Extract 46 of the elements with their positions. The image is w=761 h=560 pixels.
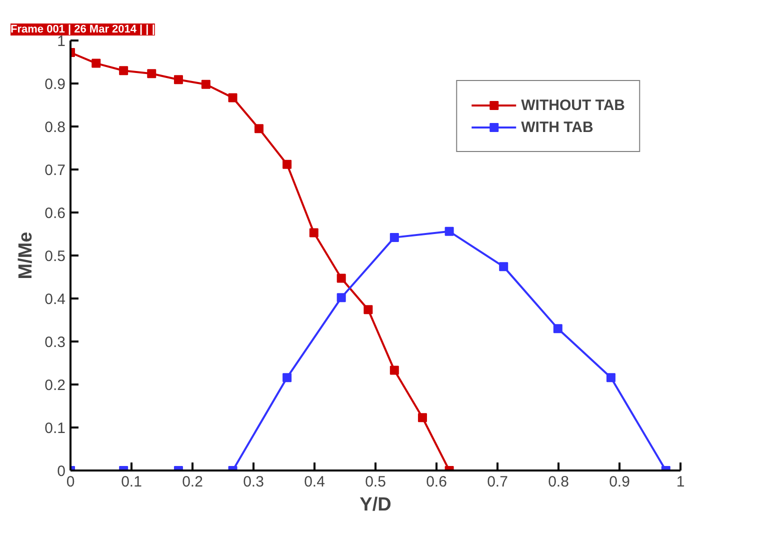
x-tick-label: 0.6 <box>426 474 447 490</box>
point <box>254 124 264 134</box>
y-tick-label: 0.8 <box>44 119 66 136</box>
x-tick-label: 0.7 <box>487 474 508 490</box>
chart-subtitle: Frame 001 | 26 Mar 2014 | | | <box>10 24 155 36</box>
point <box>553 324 562 334</box>
point <box>499 262 508 272</box>
y-tick-label: 0.2 <box>44 377 66 394</box>
y-tick-label: 0.4 <box>44 291 66 308</box>
y-tick-label: 0.6 <box>44 205 66 222</box>
y-tick-label: 0.3 <box>44 334 66 351</box>
point <box>336 293 346 302</box>
x-tick-label: 0.8 <box>548 474 569 490</box>
y-tick-label: 0.7 <box>44 162 66 179</box>
y-tick-label: 0.1 <box>44 420 66 437</box>
y-tick-label: 1 <box>57 33 66 50</box>
x-tick-label: 0.4 <box>304 474 325 490</box>
y-tick-label: 0.9 <box>44 76 66 93</box>
point <box>119 66 128 76</box>
x-tick-label: 0.1 <box>121 474 142 490</box>
y-axis-title: M/Me <box>16 232 37 280</box>
x-tick-label: 0.5 <box>365 474 386 490</box>
x-tick-label: 0.9 <box>609 474 630 490</box>
legend-label: WITH TAB <box>521 118 594 136</box>
point <box>282 373 292 382</box>
x-tick-label: 0.2 <box>182 474 203 490</box>
x-tick-label: 1 <box>676 474 685 490</box>
point <box>174 75 183 84</box>
point <box>147 69 156 78</box>
point <box>606 373 616 382</box>
point <box>282 160 292 169</box>
point <box>92 58 101 68</box>
point <box>364 305 373 314</box>
point <box>336 274 346 283</box>
point <box>390 232 399 242</box>
point <box>228 93 238 102</box>
legend-label: WITHOUT TAB <box>521 96 625 114</box>
y-tick-label: 0 <box>57 463 66 480</box>
point <box>418 413 427 422</box>
point <box>201 80 210 89</box>
point <box>444 226 454 236</box>
x-tick-label: 0.3 <box>243 474 264 490</box>
point <box>390 366 399 375</box>
y-tick-label: 0.5 <box>44 248 66 265</box>
x-axis-title: Y/D <box>360 494 392 516</box>
point <box>309 228 318 238</box>
